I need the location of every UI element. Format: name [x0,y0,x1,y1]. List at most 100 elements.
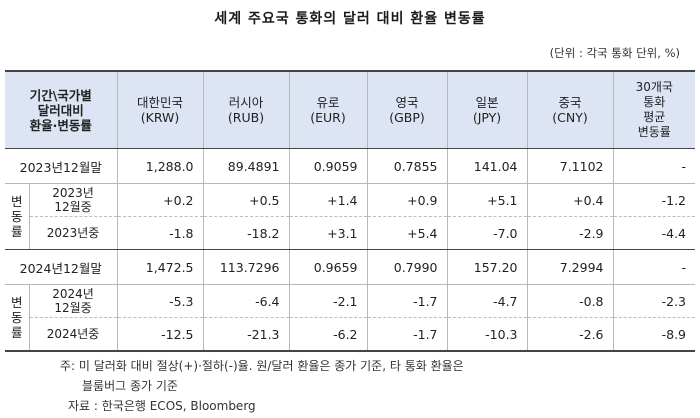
footnote-text: 주: 미 달러화 대비 절상(+)·절하(-)율. 원/달러 환율은 종가 기준… [60,359,464,373]
country-name: 유로 [316,95,340,110]
rate-cell: 157.20 [447,249,528,285]
change-cell: +0.5 [203,183,290,217]
change-cell: +5.1 [447,183,528,217]
country-name: 영국 [395,95,419,110]
change-cell: -0.8 [527,284,614,318]
avg-header-line: 변동률 [637,125,671,139]
rate-cell: 7.1102 [527,148,614,184]
rate-cell: - [613,148,695,184]
change-cell: +0.4 [527,183,614,217]
corner-line: 달러대비 [37,102,84,118]
corner-line: 기간\국가별 [29,87,92,103]
change-cell: -4.4 [613,216,695,250]
avg-header-line: 30개국 [635,80,673,94]
table-row: 2023년중 -1.8 -18.2 +3.1 +5.4 -7.0 -2.9 -4… [5,216,695,250]
change-cell: -1.7 [367,317,448,351]
change-cell: -2.3 [613,284,695,318]
currency-code: (RUB) [227,110,265,125]
change-cell: -1.2 [613,183,695,217]
table-row: 2024년12월말 1,472.5 113.7296 0.9659 0.7990… [5,249,695,285]
change-cell: -7.0 [447,216,528,250]
header-gbp: 영국 (GBP) [367,71,448,149]
change-label-part: 률 [10,325,23,340]
change-cell: -10.3 [447,317,528,351]
change-cell: -21.3 [203,317,290,351]
change-cell: +1.4 [289,183,368,217]
table-row: 변동 률 2024년 12월중 -5.3 -6.4 -2.1 -1.7 -4.7… [5,284,695,351]
change-rate-label: 변동 률 [5,183,30,250]
header-eur: 유로 (EUR) [289,71,368,149]
change-cell: -1.8 [117,216,204,250]
rate-cell: 0.9659 [289,249,368,285]
rate-cell: 89.4891 [203,148,290,184]
footnote-continuation: 블룸버그 종가 기준 [82,379,178,393]
currency-code: (EUR) [310,110,346,125]
table-title: 세계 주요국 통화의 달러 대비 환율 변동률 [214,11,486,27]
change-cell: +5.4 [367,216,448,250]
rate-cell: 0.9059 [289,148,368,184]
rate-cell: 141.04 [447,148,528,184]
change-cell: -4.7 [447,284,528,318]
rate-cell: 0.7855 [367,148,448,184]
change-cell: -2.6 [527,317,614,351]
rate-cell: 0.7990 [367,249,448,285]
sub-period-line: 12월중 [54,301,92,315]
sub-period-label: 2023년 12월중 [29,183,118,217]
corner-line: 환율·변동률 [29,117,92,133]
header-jpy: 일본 (JPY) [447,71,528,149]
change-rate-label: 변동 률 [5,284,30,351]
unit-note: (단위 : 각국 통화 단위, %) [549,46,680,60]
sub-period-label: 2024년 12월중 [29,284,118,318]
rate-cell: 7.2994 [527,249,614,285]
sub-period-label: 2023년중 [29,216,118,250]
change-label-part: 률 [10,224,23,239]
period-label: 2024년12월말 [5,249,118,285]
change-cell: -6.4 [203,284,290,318]
period-label: 2023년12월말 [5,148,118,184]
header-row: 기간\국가별 달러대비 환율·변동률 대한민국 (KRW) 러시아 (RUB) … [5,71,695,149]
currency-code: (GBP) [389,110,425,125]
change-cell: -6.2 [289,317,368,351]
change-cell: +0.9 [367,183,448,217]
change-cell: +0.2 [117,183,204,217]
rate-cell: - [613,249,695,285]
header-rub: 러시아 (RUB) [203,71,290,149]
source-note: 자료 : 한국은행 ECOS, Bloomberg [68,399,256,413]
change-cell: -18.2 [203,216,290,250]
change-label-part: 변동 [10,194,23,224]
header-krw: 대한민국 (KRW) [117,71,204,149]
currency-code: (KRW) [140,110,180,125]
table-row: 2023년12월말 1,288.0 89.4891 0.9059 0.7855 … [5,148,695,184]
change-label-part: 변동 [10,295,23,325]
sub-period-line: 2023년 [52,186,94,200]
exchange-rate-table: 기간\국가별 달러대비 환율·변동률 대한민국 (KRW) 러시아 (RUB) … [5,70,695,352]
country-name: 일본 [475,95,499,110]
currency-code: (CNY) [552,110,588,125]
change-cell: -5.3 [117,284,204,318]
avg-header-line: 통화 [643,95,666,109]
footnotes: 주: 미 달러화 대비 절상(+)·절하(-)율. 원/달러 환율은 종가 기준… [60,356,464,416]
rate-cell: 1,472.5 [117,249,204,285]
country-name: 대한민국 [136,95,183,110]
change-cell: -1.7 [367,284,448,318]
currency-code: (JPY) [472,110,502,125]
country-name: 중국 [558,95,582,110]
sub-period-line: 12월중 [54,200,92,214]
rate-cell: 113.7296 [203,249,290,285]
corner-header: 기간\국가별 달러대비 환율·변동률 [5,71,118,149]
header-30-currency-average: 30개국 통화 평균 변동률 [613,71,695,149]
change-cell: -8.9 [661,326,686,342]
change-cell: -2.9 [527,216,614,250]
table-row: 변동 률 2023년 12월중 +0.2 +0.5 +1.4 +0.9 +5.1… [5,183,695,250]
table-row: 2024년중 -12.5 -21.3 -6.2 -1.7 -10.3 -2.6 … [5,317,695,351]
country-name: 러시아 [228,95,264,110]
header-cny: 중국 (CNY) [527,71,614,149]
rate-cell: 1,288.0 [117,148,204,184]
sub-period-label: 2024년중 [29,317,118,351]
change-cell: -12.5 [117,317,204,351]
change-cell: +3.1 [289,216,368,250]
avg-header-line: 평균 [643,110,666,124]
sub-period-line: 2024년 [52,287,94,301]
change-cell: -2.1 [289,284,368,318]
